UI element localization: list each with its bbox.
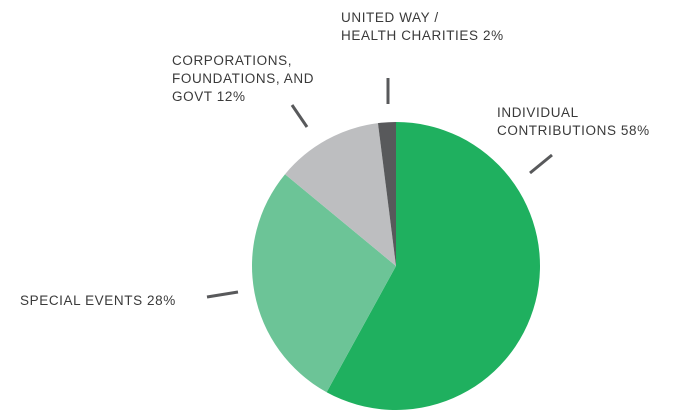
slice-labels: INDIVIDUAL CONTRIBUTIONS 58% SPECIAL EVENT… <box>20 10 650 308</box>
pie-slice-united-way-health-charities <box>377 122 396 266</box>
slice-label-line: UNITED WAY / <box>341 10 439 25</box>
leader-line <box>290 104 309 128</box>
leader-line <box>206 290 239 299</box>
pie-slices <box>251 122 540 411</box>
pie-slice-special-events <box>251 174 396 393</box>
leader-line <box>529 153 553 175</box>
slice-label-line: GOVT 12% <box>172 89 246 104</box>
slice-label: INDIVIDUAL CONTRIBUTIONS 58% <box>497 105 650 138</box>
slice-label: UNITED WAY / HEALTH CHARITIES 2% <box>341 10 504 43</box>
pie-slice-corporations-foundations-and-govt <box>285 123 396 266</box>
slice-label-line: CORPORATIONS, <box>172 53 292 68</box>
leader-lines <box>206 78 553 299</box>
slice-label-line: FOUNDATIONS, AND <box>172 71 314 86</box>
slice-label-line: CONTRIBUTIONS 58% <box>497 123 650 138</box>
slice-label-line: HEALTH CHARITIES 2% <box>341 28 504 43</box>
pie-slice-individual-contributions <box>326 122 540 411</box>
slice-label: SPECIAL EVENTS 28% <box>20 293 176 308</box>
slice-label-line: INDIVIDUAL <box>497 105 579 120</box>
slice-label-line: SPECIAL EVENTS 28% <box>20 293 176 308</box>
slice-label: CORPORATIONS, FOUNDATIONS, AND GOVT 12% <box>172 53 314 104</box>
